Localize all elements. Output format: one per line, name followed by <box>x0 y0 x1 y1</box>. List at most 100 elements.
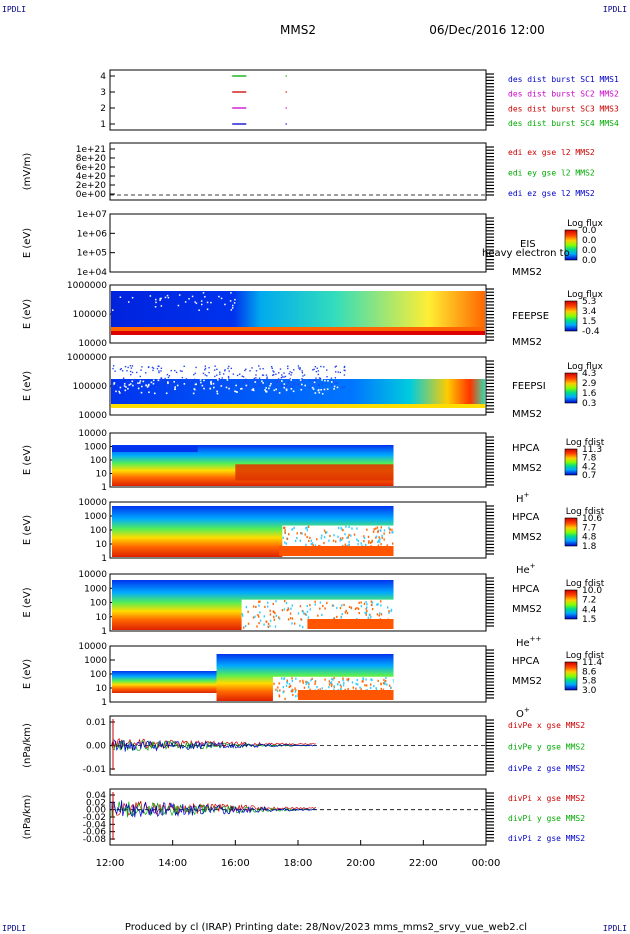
noise <box>293 526 295 529</box>
noise <box>256 625 258 628</box>
spacecraft-label: MMS2 <box>512 409 542 420</box>
y-tick-label: 1000 <box>84 512 107 522</box>
noise <box>302 375 304 377</box>
noise <box>337 526 340 530</box>
spectrogram-band <box>279 546 394 556</box>
noise <box>342 679 344 682</box>
noise <box>377 603 379 606</box>
noise <box>287 608 290 611</box>
noise <box>263 615 266 618</box>
noise <box>381 534 383 537</box>
noise <box>193 388 196 391</box>
noise <box>241 375 244 377</box>
noise <box>294 690 297 693</box>
y-tick-label: 0.04 <box>86 791 106 801</box>
noise <box>232 304 234 307</box>
noise <box>242 614 244 617</box>
noise <box>171 384 173 386</box>
noise <box>380 687 382 691</box>
noise <box>244 625 247 628</box>
noise <box>214 365 216 367</box>
noise <box>284 697 286 701</box>
noise <box>152 369 154 372</box>
noise <box>214 375 216 378</box>
noise <box>333 688 335 691</box>
noise <box>305 680 307 683</box>
noise <box>131 380 134 383</box>
noise <box>286 679 289 682</box>
noise <box>210 380 212 383</box>
colorbar-tick: 4.8 <box>582 533 597 543</box>
noise <box>311 677 313 680</box>
noise <box>113 382 116 384</box>
noise <box>275 614 278 617</box>
noise <box>284 599 286 603</box>
noise <box>289 617 292 620</box>
y-axis-label: E (eV) <box>22 659 33 689</box>
noise <box>347 536 349 539</box>
noise <box>209 387 212 390</box>
noise <box>119 386 122 389</box>
y-tick-label: 100 <box>90 670 107 680</box>
noise <box>312 544 314 547</box>
noise <box>370 603 373 607</box>
noise <box>343 385 345 388</box>
y-tick-label: 4e+20 <box>76 172 107 182</box>
noise <box>199 384 201 387</box>
noise <box>269 609 271 612</box>
noise <box>359 686 361 689</box>
colorbar-tick: 7.8 <box>582 454 597 464</box>
noise <box>254 381 257 383</box>
spectrogram-band <box>112 446 198 452</box>
noise <box>377 544 380 547</box>
noise <box>283 383 286 385</box>
y-tick-label: 1000000 <box>67 353 107 363</box>
noise <box>281 384 283 387</box>
noise <box>390 609 392 613</box>
noise <box>299 605 302 608</box>
noise <box>243 379 246 382</box>
noise <box>245 606 248 609</box>
noise <box>130 373 132 376</box>
noise <box>363 602 366 605</box>
x-tick-label: 00:00 <box>472 858 501 869</box>
legend-entry: edi ey gse l2 MMS2 <box>508 169 595 178</box>
panel-frame <box>109 432 487 488</box>
noise <box>285 389 288 392</box>
noise <box>365 611 368 615</box>
noise <box>265 374 268 376</box>
noise <box>380 613 383 616</box>
noise <box>307 686 310 689</box>
noise <box>247 610 249 613</box>
colorbar-tick: 0.7 <box>582 471 596 481</box>
y-tick-label: 1 <box>101 627 107 637</box>
noise <box>366 609 368 613</box>
noise <box>183 385 186 387</box>
noise <box>266 605 269 608</box>
y-tick-label: 1000 <box>84 656 107 666</box>
noise <box>338 681 340 684</box>
y-tick-label: 10000 <box>78 429 107 439</box>
noise <box>301 371 304 374</box>
series-line <box>111 737 317 750</box>
colorbar-title: Log fdist <box>566 651 605 661</box>
noise <box>342 537 344 540</box>
noise <box>198 309 200 311</box>
noise <box>305 682 307 686</box>
y-tick-label: 8e+20 <box>76 154 107 164</box>
y-tick-label: 10 <box>96 613 108 623</box>
noise <box>148 383 150 386</box>
noise <box>368 540 370 543</box>
noise <box>285 684 288 687</box>
colorbar <box>564 372 578 404</box>
noise <box>297 612 300 615</box>
noise <box>317 373 320 376</box>
y-tick-label: -0.08 <box>83 835 107 845</box>
noise <box>195 302 198 305</box>
noise <box>139 380 142 382</box>
noise <box>333 617 336 620</box>
noise <box>369 686 372 690</box>
noise <box>273 373 275 376</box>
noise <box>245 378 247 381</box>
noise <box>328 686 330 689</box>
